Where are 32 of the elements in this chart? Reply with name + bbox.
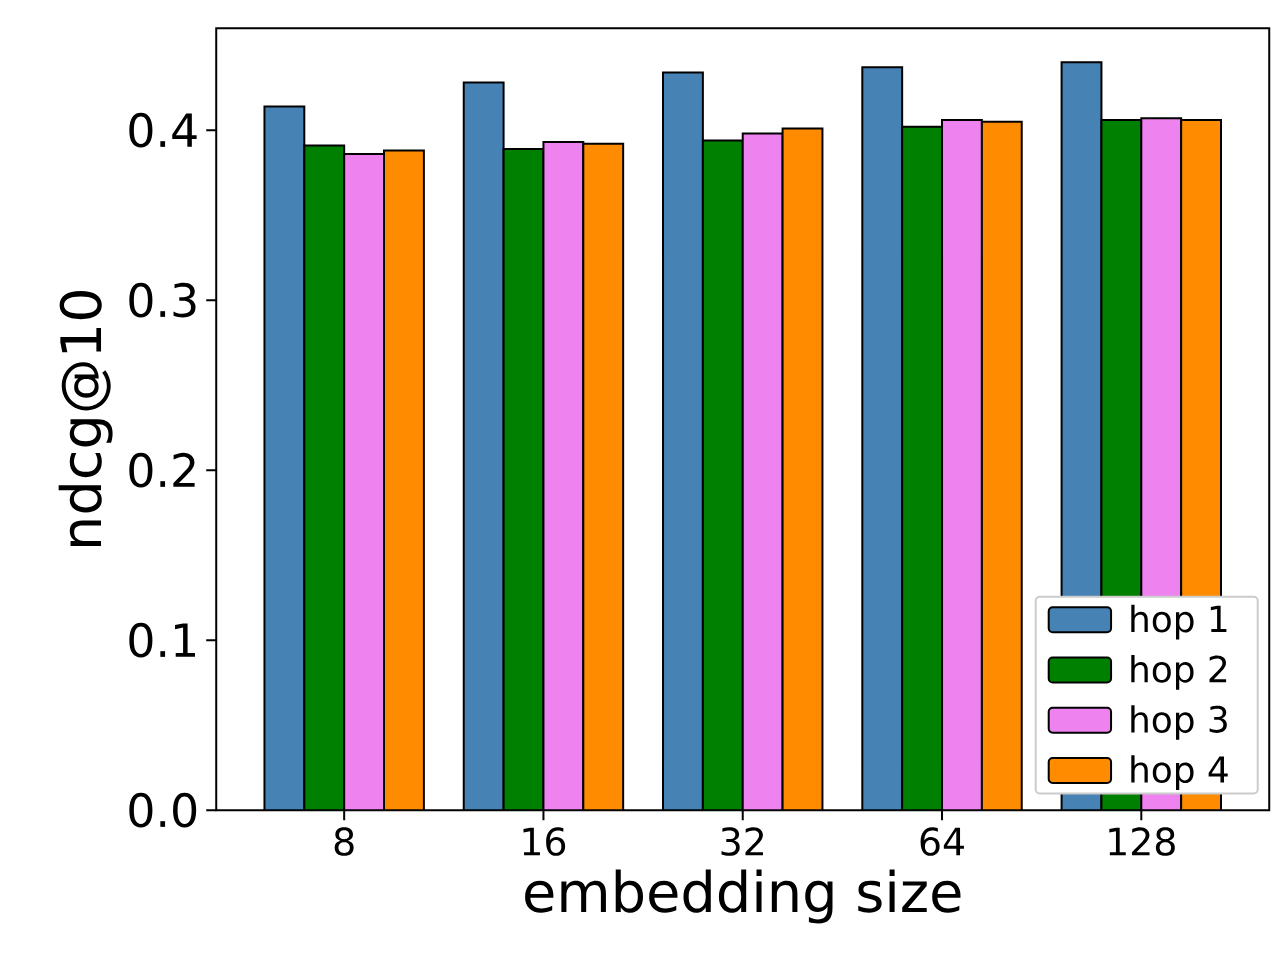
y-tick-label: 0.0	[129, 792, 197, 828]
bar	[702, 140, 743, 811]
bar	[583, 143, 624, 811]
y-tick-label: 0.4	[129, 112, 197, 148]
bar	[942, 119, 982, 811]
x-tick-label: 8	[334, 827, 354, 856]
bar	[742, 133, 783, 811]
x-axis-title: embedding size	[525, 869, 961, 924]
x-tick-label: 32	[721, 827, 764, 856]
y-tick-label: 0.3	[129, 282, 196, 318]
bar	[344, 153, 385, 811]
legend-label: hop 2	[1131, 654, 1227, 690]
y-tick-label: 0.1	[129, 622, 195, 658]
bar	[862, 67, 903, 811]
x-tick-label: 16	[523, 827, 566, 856]
x-tick-label: 64	[920, 827, 964, 856]
bar	[981, 121, 1022, 811]
bar	[463, 82, 504, 811]
y-axis-title: ndcg@10	[58, 291, 113, 546]
x-tick-label: 128	[1109, 827, 1175, 856]
legend-label: hop 3	[1131, 705, 1227, 740]
bar	[503, 148, 544, 811]
bar	[543, 142, 584, 811]
legend-label: hop 4	[1131, 755, 1228, 791]
bar	[304, 145, 345, 811]
bar	[902, 126, 943, 811]
bar	[782, 128, 823, 811]
legend-label: hop 1	[1131, 604, 1227, 640]
y-tick-label: 0.2	[129, 452, 195, 488]
bar	[384, 150, 424, 811]
bar	[264, 106, 305, 811]
bar	[663, 72, 703, 811]
